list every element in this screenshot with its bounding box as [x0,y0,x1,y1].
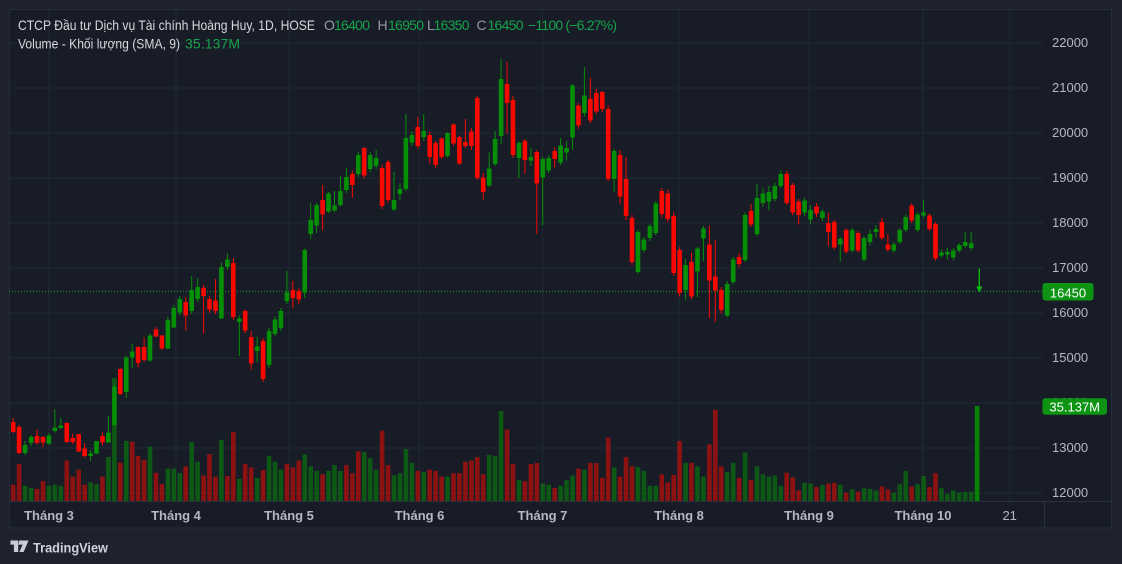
svg-text:Tháng 9: Tháng 9 [784,508,834,523]
svg-text:C: C [477,17,487,33]
svg-text:17000: 17000 [1052,260,1088,275]
svg-text:Tháng 3: Tháng 3 [24,508,74,523]
svg-text:15000: 15000 [1052,350,1088,365]
svg-text:16350: 16350 [434,17,470,33]
svg-text:18000: 18000 [1052,215,1088,230]
svg-text:TradingView: TradingView [33,540,108,556]
svg-text:19000: 19000 [1052,170,1088,185]
svg-text:16950: 16950 [388,17,424,33]
svg-text:35.137M: 35.137M [185,36,240,52]
svg-text:Tháng 5: Tháng 5 [264,508,314,523]
svg-text:Tháng 10: Tháng 10 [894,508,951,523]
svg-text:21: 21 [1002,508,1016,523]
svg-text:16450: 16450 [1050,286,1086,301]
svg-text:35.137M: 35.137M [1049,400,1100,415]
svg-text:H: H [378,17,388,33]
svg-text:Tháng 4: Tháng 4 [151,508,202,523]
svg-text:16400: 16400 [334,17,370,33]
svg-text:12000: 12000 [1052,485,1088,500]
svg-text:22000: 22000 [1052,35,1088,50]
svg-text:Tháng 6: Tháng 6 [395,508,445,523]
svg-text:21000: 21000 [1052,80,1088,95]
svg-text:L: L [427,17,435,33]
svg-text:O: O [324,17,335,33]
svg-text:Tháng 7: Tháng 7 [518,508,568,523]
svg-text:13000: 13000 [1052,440,1088,455]
svg-text:16000: 16000 [1052,305,1088,320]
svg-text:CTCP Đầu tư Dịch vụ Tài chính: CTCP Đầu tư Dịch vụ Tài chính Hoàng Huy,… [18,17,315,33]
svg-text:20000: 20000 [1052,125,1088,140]
svg-text:−1100 (−6.27%): −1100 (−6.27%) [528,17,617,33]
svg-text:Tháng 8: Tháng 8 [654,508,704,523]
svg-text:Volume - Khối lượng (SMA, 9): Volume - Khối lượng (SMA, 9) [18,36,180,52]
svg-text:16450: 16450 [488,17,524,33]
